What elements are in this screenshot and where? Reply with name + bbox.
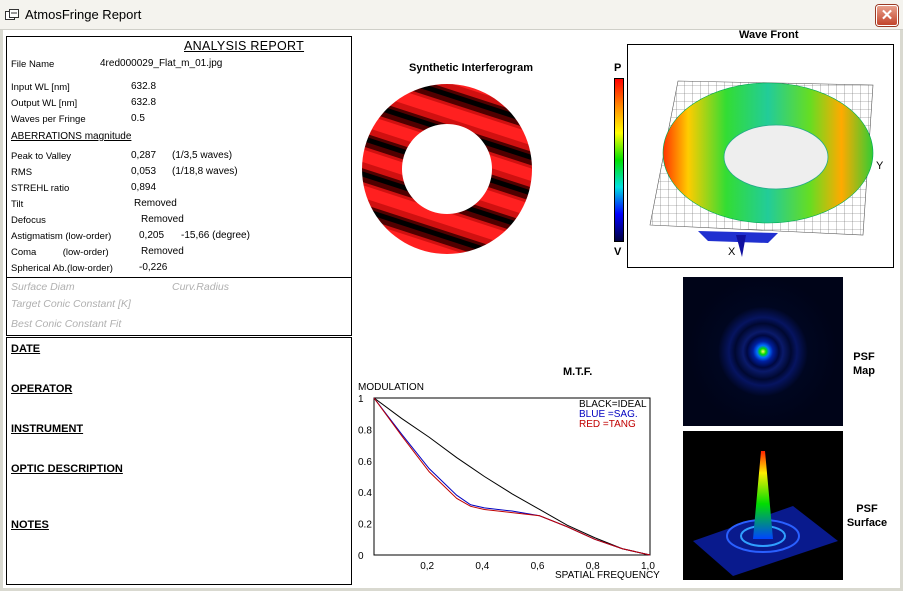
psf-map-label: PSF Map (846, 350, 882, 378)
wavefront-title: Wave Front (739, 29, 799, 41)
title-bar: AtmosFringe Report ✕ (0, 0, 903, 30)
mtf-x-tick-label: 1,0 (641, 561, 655, 572)
mtf-x-tick-label: 0,4 (475, 561, 489, 572)
synthetic-interferogram (362, 84, 532, 254)
mtf-series-line-2 (373, 397, 651, 556)
operator-heading: OPERATOR (11, 383, 73, 395)
psf-surface (683, 431, 843, 580)
output-wl-label: Output WL [nm] (11, 98, 78, 109)
input-wl-label: Input WL [nm] (11, 82, 70, 93)
wavefront-x-label: X (728, 246, 736, 258)
colorbar-bottom-label: V (614, 246, 622, 258)
psf-surface-label-line2: Surface (846, 517, 888, 529)
notes-heading: NOTES (11, 519, 49, 531)
aberrations-heading: ABERRATIONS magnitude (11, 131, 132, 142)
curv-radius-label: Curv.Radius (172, 281, 229, 293)
wavefront-y-label: Y (876, 160, 884, 172)
psf-map-label-line1: PSF (853, 351, 875, 363)
mtf-x-tick-label: 0,8 (586, 561, 600, 572)
row-value: 0,894 (131, 182, 157, 193)
surface-diam-label: Surface Diam (11, 281, 75, 293)
psf-map (683, 277, 843, 426)
row-value: 0,053 (131, 166, 157, 177)
psf-surface-label-line1: PSF (856, 503, 878, 515)
info-panel (6, 337, 352, 585)
optic-description-heading: OPTIC DESCRIPTION (11, 463, 123, 475)
row-label: Coma (low-order) (11, 247, 109, 258)
interferogram-title: Synthetic Interferogram (409, 62, 534, 74)
mtf-y-tick-label: 0.6 (358, 457, 372, 468)
window-frame (0, 30, 903, 591)
window-title: AtmosFringe Report (25, 7, 142, 22)
report-title: ANALYSIS REPORT (184, 39, 305, 53)
mtf-x-tick-label: 0,2 (420, 561, 434, 572)
row-extra: (1/18,8 waves) (172, 166, 238, 177)
row-value: Removed (141, 214, 184, 225)
mtf-y-tick-label: 0.8 (358, 425, 372, 436)
row-label: Tilt (11, 199, 24, 210)
row-value: -0,226 (139, 262, 168, 273)
mtf-xlabel: SPATIAL FREQUENCY (555, 570, 660, 581)
mtf-ylabel: MODULATION (358, 382, 424, 393)
mtf-y-tick-label: 0 (358, 551, 364, 562)
file-name-label: File Name (11, 59, 55, 70)
row-label: STREHL ratio (11, 183, 70, 194)
mtf-x-ticks: 0,2 0,4 0,6 0,8 1,0 (420, 561, 655, 572)
row-extra: (1/3,5 waves) (172, 150, 233, 161)
mtf-legend-entry: BLUE =SAG. (579, 409, 638, 420)
target-conic-label: Target Conic Constant [K] (11, 298, 131, 310)
row-label: Astigmatism (low-order) (11, 231, 112, 242)
colorbar (614, 78, 624, 242)
colorbar-top-label: P (614, 62, 622, 74)
row-value: 0,287 (131, 150, 157, 161)
mtf-y-tick-label: 0.4 (358, 488, 372, 499)
psf-surface-label: PSF Surface (844, 502, 890, 530)
mtf-lines (373, 397, 651, 556)
mtf-title: M.T.F. (563, 366, 593, 378)
input-wl-value: 632.8 (131, 81, 157, 92)
mtf-plot-area (373, 397, 651, 556)
row-label: Spherical Ab.(low-order) (11, 263, 113, 274)
mtf-legend-entry: BLACK=IDEAL (579, 399, 647, 410)
row-label: Defocus (11, 215, 46, 226)
psf-map-label-line2: Map (853, 365, 875, 377)
file-name-value: 4red000029_Flat_m_01.jpg (100, 58, 223, 69)
instrument-heading: INSTRUMENT (11, 423, 84, 435)
mtf-legend-entry: RED =TANG (579, 419, 636, 430)
waves-label: Waves per Fringe (11, 114, 86, 125)
report-divider (6, 277, 352, 278)
row-label: RMS (11, 167, 33, 178)
analysis-report-panel (6, 36, 352, 336)
wavefront-plot: Y X (649, 80, 884, 258)
date-heading: DATE (11, 343, 41, 355)
mtf-x-tick-label: 0,6 (531, 561, 545, 572)
row-value: Removed (134, 198, 177, 209)
mtf-y-tick-label: 1 (358, 394, 364, 405)
row-label: Peak to Valley (11, 151, 72, 162)
mtf-y-ticks: 1 0.8 0.6 0.4 0.2 0 (358, 394, 372, 562)
mtf-series-line-0 (373, 397, 651, 556)
app-icon (5, 9, 19, 20)
mtf-y-tick-label: 0.2 (358, 520, 372, 531)
row-extra: -15,66 (degree) (181, 230, 250, 241)
output-wl-value: 632.8 (131, 97, 157, 108)
row-value: Removed (141, 246, 184, 257)
waves-value: 0.5 (131, 113, 145, 124)
best-conic-label: Best Conic Constant Fit (11, 318, 122, 330)
row-value: 0,205 (139, 230, 165, 241)
close-button[interactable]: ✕ (876, 5, 898, 26)
